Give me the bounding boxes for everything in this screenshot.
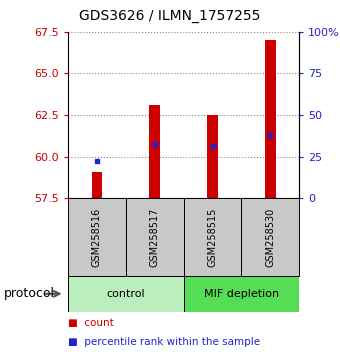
Text: GSM258517: GSM258517 bbox=[150, 207, 160, 267]
Text: GSM258515: GSM258515 bbox=[207, 207, 218, 267]
Bar bbox=[184, 276, 299, 312]
Bar bbox=[241, 198, 299, 276]
Bar bbox=[150, 105, 160, 198]
Text: GDS3626 / ILMN_1757255: GDS3626 / ILMN_1757255 bbox=[79, 9, 261, 23]
Text: MIF depletion: MIF depletion bbox=[204, 289, 279, 299]
Text: ■  count: ■ count bbox=[68, 318, 114, 329]
Text: ■  percentile rank within the sample: ■ percentile rank within the sample bbox=[68, 337, 260, 347]
Bar bbox=[92, 172, 102, 198]
Bar bbox=[184, 198, 241, 276]
Bar bbox=[68, 276, 184, 312]
Bar bbox=[207, 115, 218, 198]
Text: control: control bbox=[106, 289, 145, 299]
Text: protocol: protocol bbox=[3, 287, 54, 300]
Text: GSM258516: GSM258516 bbox=[92, 207, 102, 267]
Text: GSM258530: GSM258530 bbox=[265, 207, 275, 267]
Bar bbox=[68, 198, 126, 276]
Bar bbox=[126, 198, 184, 276]
Bar bbox=[265, 40, 275, 198]
